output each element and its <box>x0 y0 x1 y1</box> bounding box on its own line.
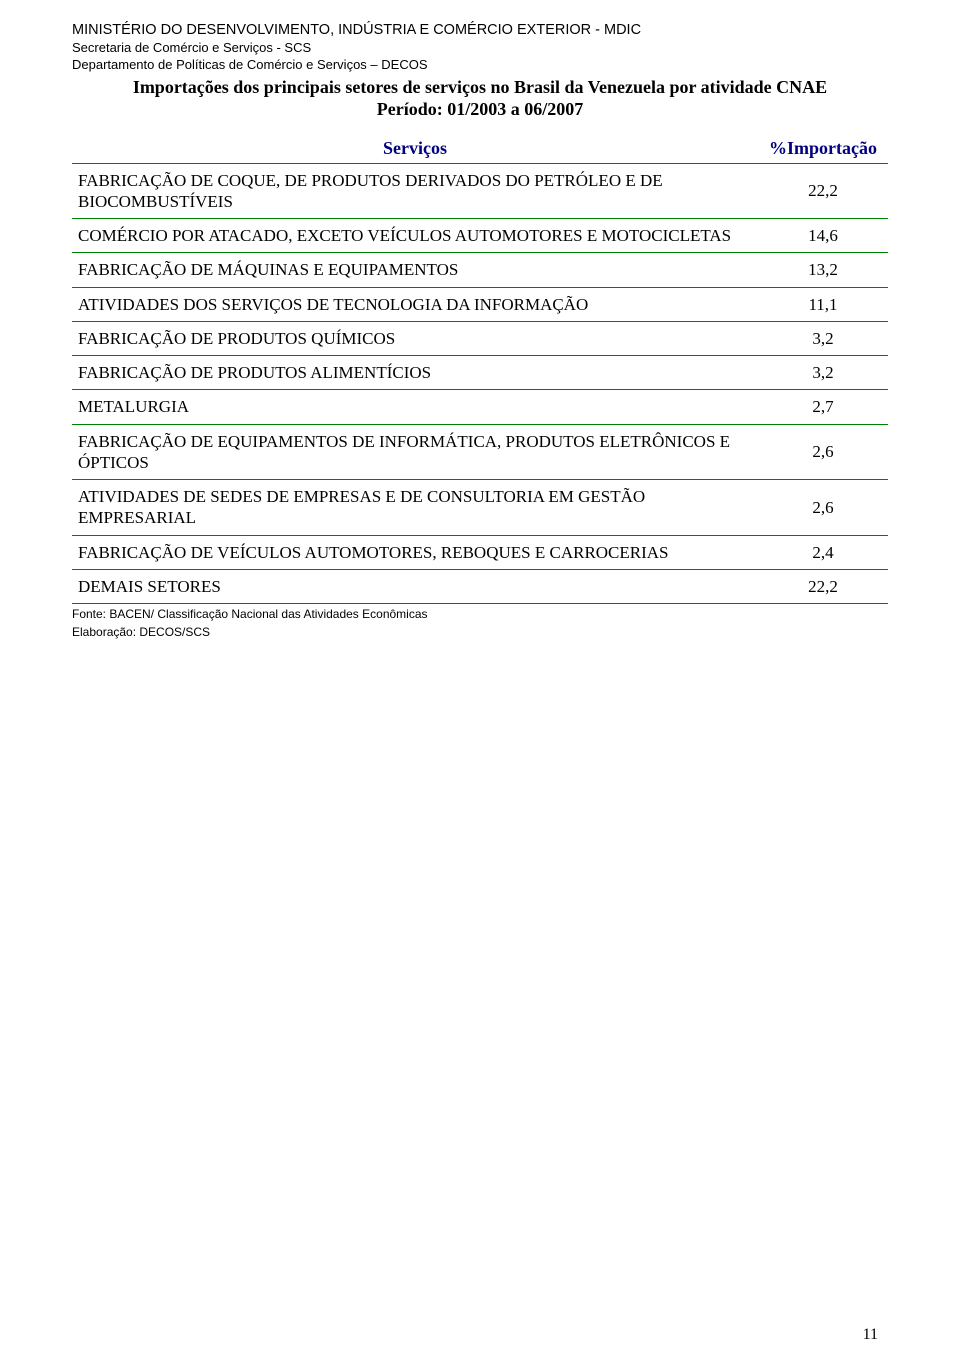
row-label: DEMAIS SETORES <box>72 569 758 603</box>
page-number: 11 <box>863 1326 878 1344</box>
row-label: COMÉRCIO POR ATACADO, EXCETO VEÍCULOS AU… <box>72 219 758 253</box>
row-value: 3,2 <box>758 321 888 355</box>
table-row: COMÉRCIO POR ATACADO, EXCETO VEÍCULOS AU… <box>72 219 888 253</box>
row-value: 14,6 <box>758 219 888 253</box>
col-header-services: Serviços <box>72 134 758 164</box>
header-ministry: MINISTÉRIO DO DESENVOLVIMENTO, INDÚSTRIA… <box>72 22 888 38</box>
page-container: MINISTÉRIO DO DESENVOLVIMENTO, INDÚSTRIA… <box>0 0 960 640</box>
table-row: FABRICAÇÃO DE PRODUTOS QUÍMICOS 3,2 <box>72 321 888 355</box>
header-secretariat: Secretaria de Comércio e Serviços - SCS <box>72 40 888 55</box>
row-value: 22,2 <box>758 163 888 219</box>
row-value: 11,1 <box>758 287 888 321</box>
footnote-elaboration: Elaboração: DECOS/SCS <box>72 624 888 640</box>
col-header-percent: %Importação <box>758 134 888 164</box>
row-label: ATIVIDADES DE SEDES DE EMPRESAS E DE CON… <box>72 480 758 536</box>
table-row: DEMAIS SETORES 22,2 <box>72 569 888 603</box>
row-value: 2,6 <box>758 480 888 536</box>
title-period: Período: 01/2003 a 06/2007 <box>72 99 888 120</box>
row-value: 3,2 <box>758 356 888 390</box>
row-label: FABRICAÇÃO DE PRODUTOS ALIMENTÍCIOS <box>72 356 758 390</box>
row-label: ATIVIDADES DOS SERVIÇOS DE TECNOLOGIA DA… <box>72 287 758 321</box>
row-label: FABRICAÇÃO DE EQUIPAMENTOS DE INFORMÁTIC… <box>72 424 758 480</box>
row-value: 2,6 <box>758 424 888 480</box>
row-value: 13,2 <box>758 253 888 287</box>
table-row: FABRICAÇÃO DE COQUE, DE PRODUTOS DERIVAD… <box>72 163 888 219</box>
table-row: FABRICAÇÃO DE PRODUTOS ALIMENTÍCIOS 3,2 <box>72 356 888 390</box>
table-header-row: Serviços %Importação <box>72 134 888 164</box>
row-value: 2,4 <box>758 535 888 569</box>
row-label: FABRICAÇÃO DE PRODUTOS QUÍMICOS <box>72 321 758 355</box>
footnote-source: Fonte: BACEN/ Classificação Nacional das… <box>72 606 888 622</box>
row-value: 2,7 <box>758 390 888 424</box>
table-row: ATIVIDADES DOS SERVIÇOS DE TECNOLOGIA DA… <box>72 287 888 321</box>
table-row: ATIVIDADES DE SEDES DE EMPRESAS E DE CON… <box>72 480 888 536</box>
row-label: FABRICAÇÃO DE COQUE, DE PRODUTOS DERIVAD… <box>72 163 758 219</box>
header-department: Departamento de Políticas de Comércio e … <box>72 57 888 72</box>
row-value: 22,2 <box>758 569 888 603</box>
table-row: FABRICAÇÃO DE EQUIPAMENTOS DE INFORMÁTIC… <box>72 424 888 480</box>
services-table: Serviços %Importação FABRICAÇÃO DE COQUE… <box>72 134 888 605</box>
title-block: Importações dos principais setores de se… <box>72 76 888 120</box>
table-row: METALURGIA 2,7 <box>72 390 888 424</box>
row-label: FABRICAÇÃO DE VEÍCULOS AUTOMOTORES, REBO… <box>72 535 758 569</box>
table-row: FABRICAÇÃO DE MÁQUINAS E EQUIPAMENTOS 13… <box>72 253 888 287</box>
row-label: METALURGIA <box>72 390 758 424</box>
table-row: FABRICAÇÃO DE VEÍCULOS AUTOMOTORES, REBO… <box>72 535 888 569</box>
row-label: FABRICAÇÃO DE MÁQUINAS E EQUIPAMENTOS <box>72 253 758 287</box>
title-main: Importações dos principais setores de se… <box>72 76 888 99</box>
